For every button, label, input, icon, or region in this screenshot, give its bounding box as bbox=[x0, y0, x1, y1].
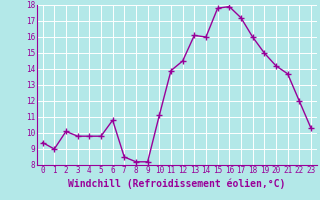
X-axis label: Windchill (Refroidissement éolien,°C): Windchill (Refroidissement éolien,°C) bbox=[68, 178, 285, 189]
